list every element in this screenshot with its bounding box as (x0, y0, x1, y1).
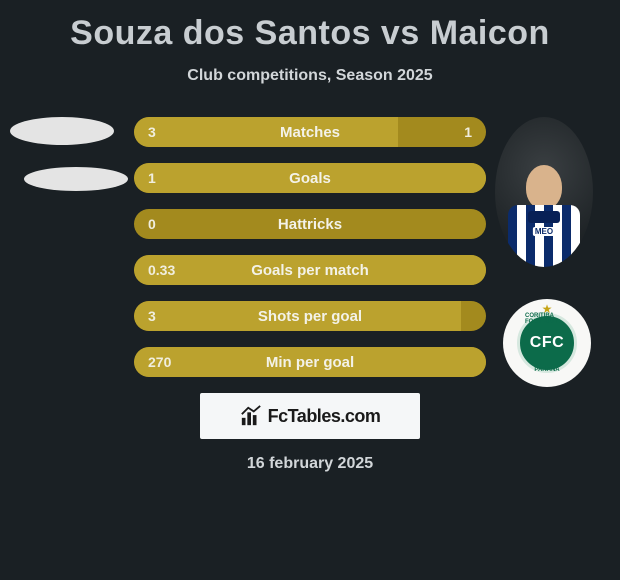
footer-date: 16 february 2025 (0, 455, 620, 473)
club-ring-bottom: PARANÁ (534, 367, 559, 373)
club-ring-top: CORITIBA FOOT BALL (525, 313, 569, 325)
stat-left-value: 3 (134, 308, 204, 324)
stat-row: 3Shots per goal (134, 301, 486, 331)
stat-label: Goals per match (204, 262, 416, 279)
left-club-badge (24, 167, 128, 191)
right-player-avatar: MEO (495, 117, 593, 267)
stat-right-value: 1 (416, 124, 486, 140)
stat-label: Hattricks (204, 216, 416, 233)
right-club-badge: ★ CORITIBA FOOT BALL CFC PARANÁ (503, 299, 591, 387)
left-player-column (10, 117, 120, 191)
player-jersey-icon: MEO (508, 205, 580, 267)
stat-row: 1Goals (134, 163, 486, 193)
stat-row: 0.33Goals per match (134, 255, 486, 285)
stats-bars: 3Matches11Goals0Hattricks0.33Goals per m… (134, 117, 486, 377)
stat-left-value: 270 (134, 354, 204, 370)
chart-icon (240, 405, 262, 427)
stat-left-value: 0.33 (134, 262, 204, 278)
stat-label: Min per goal (204, 354, 416, 371)
player-silhouette: MEO (508, 157, 580, 267)
right-player-column: MEO ★ CORITIBA FOOT BALL CFC PARANÁ (495, 117, 600, 387)
page-title: Souza dos Santos vs Maicon (0, 0, 620, 53)
stat-label: Goals (204, 170, 416, 187)
stat-row: 270Min per goal (134, 347, 486, 377)
stat-row: 3Matches1 (134, 117, 486, 147)
stat-label: Shots per goal (204, 308, 416, 325)
subtitle: Club competitions, Season 2025 (0, 67, 620, 85)
stat-left-value: 1 (134, 170, 204, 186)
left-player-avatar (10, 117, 114, 145)
branding-label: FcTables.com (268, 406, 381, 427)
player-head-icon (526, 165, 562, 209)
jersey-sponsor-label: MEO (533, 227, 555, 236)
stat-row: 0Hattricks (134, 209, 486, 239)
stat-left-value: 3 (134, 124, 204, 140)
stats-area: MEO ★ CORITIBA FOOT BALL CFC PARANÁ 3Mat… (0, 117, 620, 377)
stat-left-value: 0 (134, 216, 204, 232)
stat-label: Matches (204, 124, 416, 141)
branding-badge: FcTables.com (200, 393, 420, 439)
